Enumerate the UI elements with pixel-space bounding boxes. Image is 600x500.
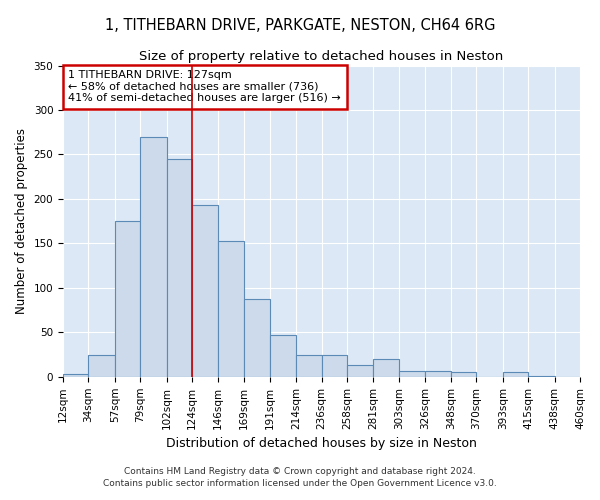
- Bar: [218, 241, 244, 377]
- Title: Size of property relative to detached houses in Neston: Size of property relative to detached ho…: [139, 50, 503, 63]
- Bar: [140, 136, 167, 377]
- Bar: [63, 374, 88, 377]
- X-axis label: Distribution of detached houses by size in Neston: Distribution of detached houses by size …: [166, 437, 477, 450]
- Bar: [88, 354, 115, 377]
- Text: Contains public sector information licensed under the Open Government Licence v3: Contains public sector information licen…: [103, 478, 497, 488]
- Bar: [347, 366, 373, 377]
- Bar: [192, 205, 218, 377]
- Y-axis label: Number of detached properties: Number of detached properties: [15, 128, 28, 314]
- Bar: [244, 298, 269, 377]
- Bar: [503, 372, 528, 377]
- Text: 1, TITHEBARN DRIVE, PARKGATE, NESTON, CH64 6RG: 1, TITHEBARN DRIVE, PARKGATE, NESTON, CH…: [105, 18, 495, 32]
- Bar: [451, 372, 476, 377]
- Bar: [322, 354, 347, 377]
- Bar: [115, 221, 140, 377]
- Bar: [296, 354, 322, 377]
- Bar: [528, 376, 554, 377]
- Text: Contains HM Land Registry data © Crown copyright and database right 2024.: Contains HM Land Registry data © Crown c…: [124, 467, 476, 476]
- Bar: [269, 335, 296, 377]
- Bar: [167, 159, 192, 377]
- Bar: [373, 359, 399, 377]
- Bar: [425, 372, 451, 377]
- Bar: [399, 372, 425, 377]
- Text: 1 TITHEBARN DRIVE: 127sqm
← 58% of detached houses are smaller (736)
41% of semi: 1 TITHEBARN DRIVE: 127sqm ← 58% of detac…: [68, 70, 341, 103]
